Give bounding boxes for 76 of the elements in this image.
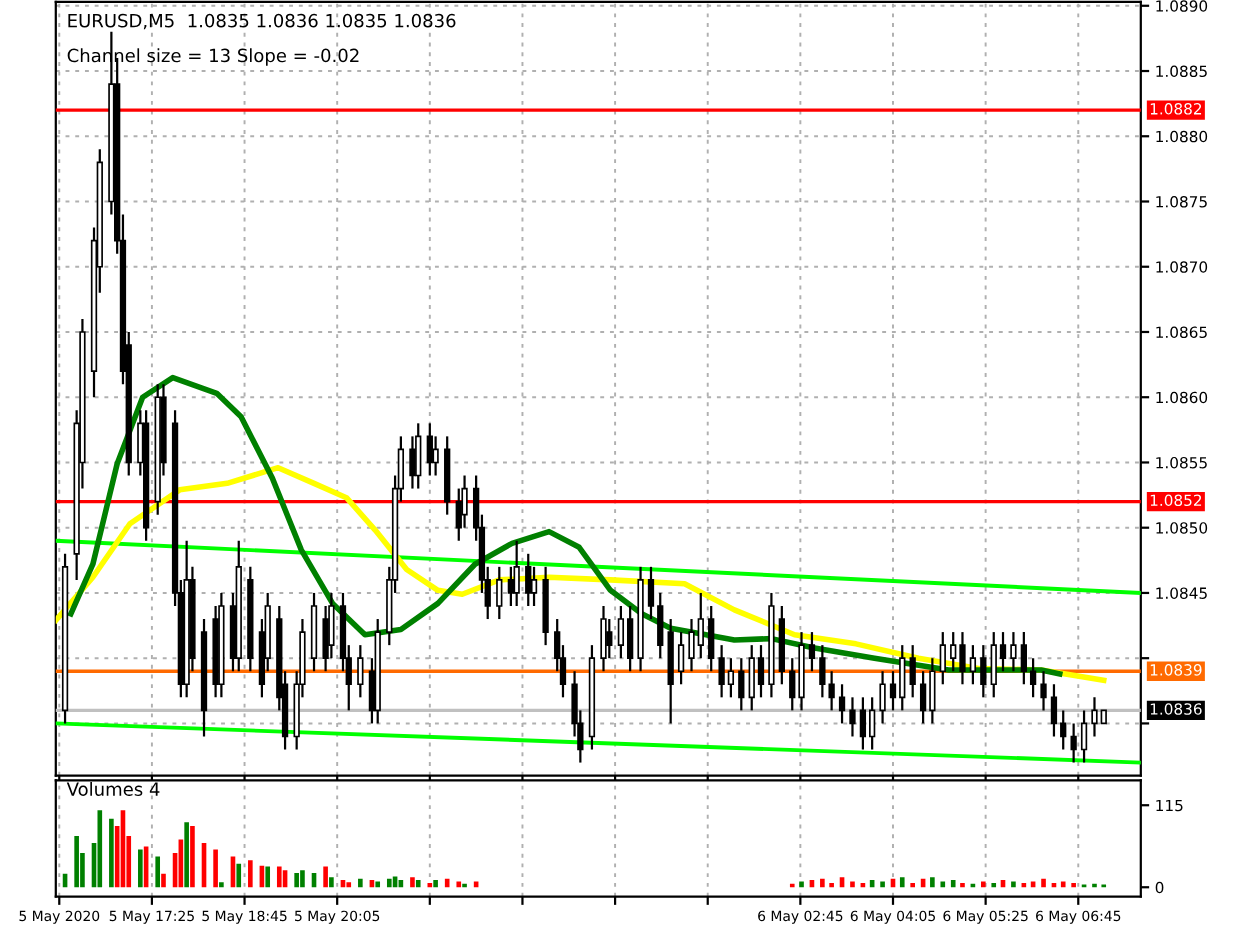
bar [236,863,242,888]
bar [456,881,462,888]
bar [138,849,143,888]
bar [74,835,79,888]
line-series [68,374,1063,677]
candlestick [757,644,765,699]
candlestick [849,696,856,738]
candlestick [496,565,503,621]
bar [850,881,855,888]
bar [1041,878,1046,888]
candlestick [969,644,977,686]
candlestick [600,604,607,673]
candlestick [879,670,886,725]
candlestick [738,657,745,712]
bar [323,866,328,888]
bar [276,866,282,888]
candlestick [838,683,846,725]
candlestick [626,604,634,673]
candlestick [513,539,520,608]
bar [329,877,334,888]
bar [410,877,415,888]
candlestick [617,604,625,660]
bar [930,877,935,888]
bar [799,881,804,888]
bar [97,810,103,888]
bar [248,860,253,888]
candlestick [708,604,715,673]
bar [991,882,997,888]
candlestick [808,630,816,673]
bar [155,856,161,888]
bar [444,878,450,888]
candlestick [980,644,987,699]
candlestick [507,565,515,608]
bar [300,870,305,888]
candlestick [357,644,364,699]
bar [433,880,438,888]
bar [386,878,392,888]
text: EURUSD,M5 1.0835 1.0836 1.0835 1.0836 [68,13,456,30]
bar [161,873,166,888]
bar [940,881,946,888]
bar [213,849,218,888]
candlestick [909,644,916,699]
bar [190,825,195,888]
bar [358,878,363,888]
candlestick [859,696,867,751]
bar [219,882,224,888]
chart-title: Volumes 4 [66,782,160,796]
bar [899,877,905,888]
candlestick [1080,709,1088,764]
candlestick [1070,722,1077,764]
candlestick [1050,683,1058,738]
bar [1060,881,1066,888]
candlestick [1010,630,1017,673]
candlestick [939,630,946,686]
bar [375,881,381,888]
candlestick [530,565,538,608]
bar [820,878,825,888]
bar [184,822,189,888]
bar [910,882,915,888]
bar [346,882,352,888]
bar [981,881,986,888]
bar [1011,881,1016,888]
bar [950,880,956,888]
candlestick [1040,670,1047,712]
bar [294,872,299,888]
bar [1071,882,1076,888]
bar [960,882,965,888]
bar [109,818,114,888]
bar [829,882,834,888]
candlestick [525,552,532,608]
candlestick [415,422,422,490]
bar [880,881,885,888]
candlestick [606,617,613,660]
bar [265,866,271,888]
bar [415,880,421,888]
candlestick [677,630,685,686]
